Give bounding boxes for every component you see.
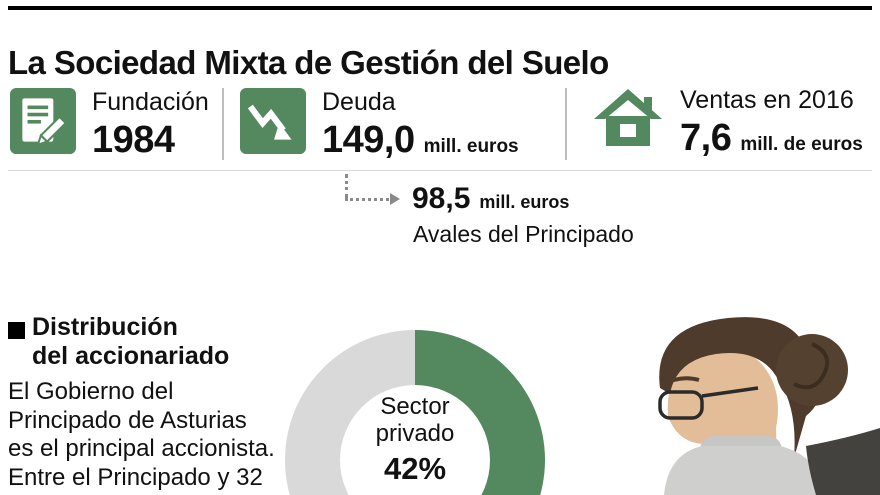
section-bullet xyxy=(8,322,25,339)
stat-deuda: Deuda 149,0 mill. euros xyxy=(240,88,519,162)
arrow-icon xyxy=(390,193,400,205)
stat-label: Deuda xyxy=(322,88,396,116)
declining-chart-icon xyxy=(240,88,306,159)
stat-ventas: Ventas en 2016 7,6 mill. de euros xyxy=(592,86,863,160)
contract-icon xyxy=(10,88,76,159)
stat-unit: mill. euros xyxy=(423,136,519,157)
section-heading-line: del accionariado xyxy=(32,342,230,370)
avales-callout: 98,5 mill. euros xyxy=(412,182,569,216)
top-rule xyxy=(8,6,872,10)
dotted-connector xyxy=(345,174,348,198)
person-photo xyxy=(658,317,880,495)
callout-unit: mill. euros xyxy=(479,192,570,212)
donut-center-value: 42% xyxy=(383,451,447,486)
page-title: La Sociedad Mixta de Gestión del Suelo xyxy=(8,44,609,82)
section-body-line: El Gobierno del xyxy=(8,378,174,405)
stat-value: 1984 xyxy=(92,119,175,161)
section-body-line: Principado de Asturias xyxy=(8,406,247,434)
stat-divider xyxy=(222,88,224,160)
stat-value: 149,0 xyxy=(322,119,415,161)
donut-center: Sector privado 42% xyxy=(340,385,490,495)
donut-center-label: Sector xyxy=(380,393,450,420)
section-body-line: es el principal accionista. xyxy=(8,435,275,462)
section-heading-line: Distribución xyxy=(32,313,178,341)
section-heading: Distribución del accionariado xyxy=(32,313,229,371)
stat-fundacion: Fundación 1984 xyxy=(10,88,209,162)
stat-value: 7,6 xyxy=(680,117,732,159)
stat-label: Ventas en 2016 xyxy=(680,86,854,114)
section-body-line: Entre el Principado y 32 xyxy=(8,463,263,491)
horizontal-rule xyxy=(8,170,872,171)
stat-label: Fundación xyxy=(92,88,209,116)
dotted-connector xyxy=(345,198,389,201)
callout-value: 98,5 xyxy=(412,182,471,215)
stat-unit: mill. de euros xyxy=(740,134,863,155)
section-body: El Gobierno del Principado de Asturias e… xyxy=(8,378,275,492)
donut-center-label: privado xyxy=(375,420,455,447)
house-icon xyxy=(592,86,664,157)
callout-caption: Avales del Principado xyxy=(413,221,634,247)
stat-divider xyxy=(565,88,567,160)
